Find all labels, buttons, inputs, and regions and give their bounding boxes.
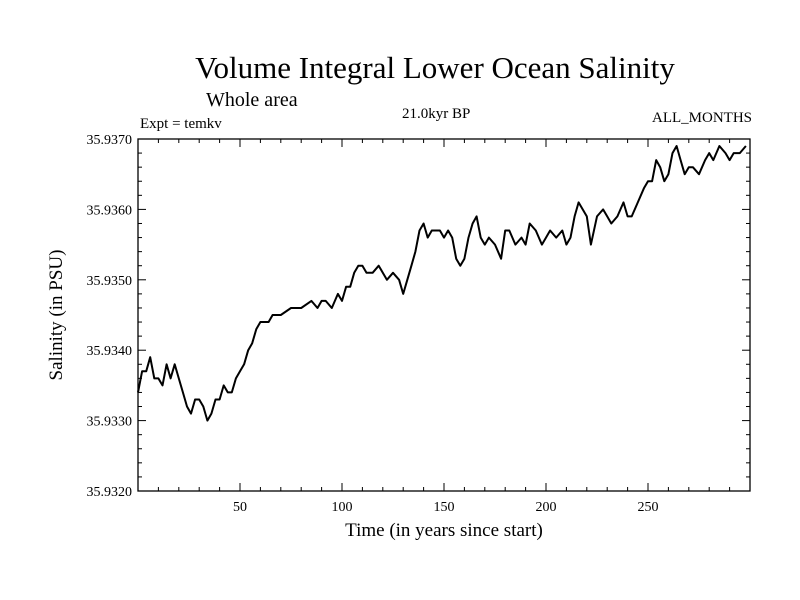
salinity-series-line: [137, 145, 747, 422]
y-tick-label: 35.9370: [87, 133, 133, 148]
x-axis-label: Time (in years since start): [345, 520, 543, 541]
x-tick-label: 50: [233, 500, 247, 515]
y-axis-label: Salinity (in PSU): [46, 250, 67, 381]
x-tick-label: 200: [536, 500, 557, 515]
x-tick-label: 100: [332, 500, 353, 515]
months-label: ALL_MONTHS: [652, 110, 752, 126]
experiment-label: Expt = temkv: [140, 116, 222, 132]
chart-title: Volume Integral Lower Ocean Salinity: [195, 50, 675, 85]
plot-frame: [137, 138, 751, 492]
x-tick-label: 150: [434, 500, 455, 515]
y-tick-label: 35.9330: [87, 415, 133, 430]
y-axis-ticks: 35.9320 35.9330 35.9340 35.9350 35.9360 35.93…: [87, 133, 750, 500]
x-tick-label: 250: [638, 500, 659, 515]
x-axis-ticks: 50 100 150 200 250: [157, 139, 731, 515]
y-tick-label: 35.9360: [87, 203, 133, 218]
y-tick-label: 35.9350: [87, 274, 133, 289]
y-tick-label: 35.9320: [87, 485, 133, 500]
y-tick-label: 35.9340: [87, 344, 133, 359]
period-label: 21.0kyr BP: [402, 106, 471, 122]
chart-subtitle: Whole area: [206, 89, 298, 111]
